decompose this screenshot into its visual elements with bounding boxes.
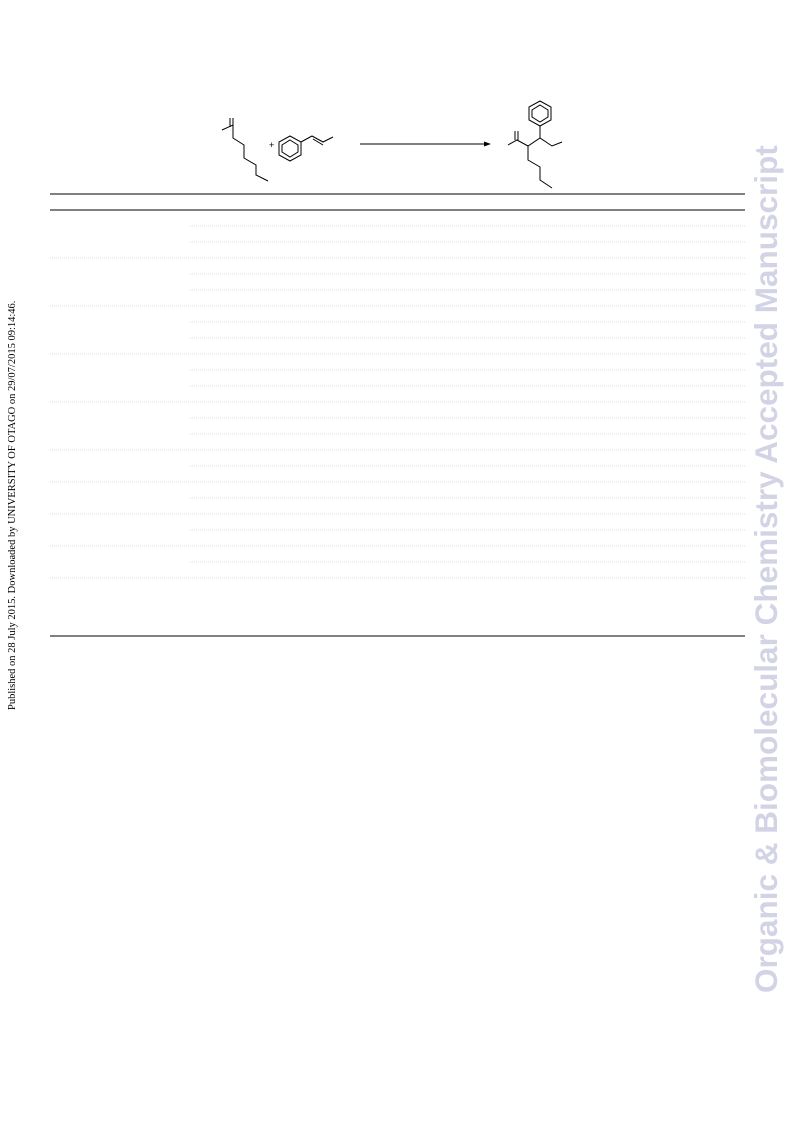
reactant-ketone [221, 118, 269, 182]
arrow-head [484, 141, 491, 147]
reactant-alkene [278, 135, 334, 162]
watermark: Organic & Biomolecular Chemistry Accepte… [748, 145, 784, 993]
plus-sign: + [269, 140, 274, 150]
published-note: Published on 28 July 2015. Downloaded by… [7, 301, 18, 710]
product [507, 100, 563, 189]
table [50, 193, 745, 637]
